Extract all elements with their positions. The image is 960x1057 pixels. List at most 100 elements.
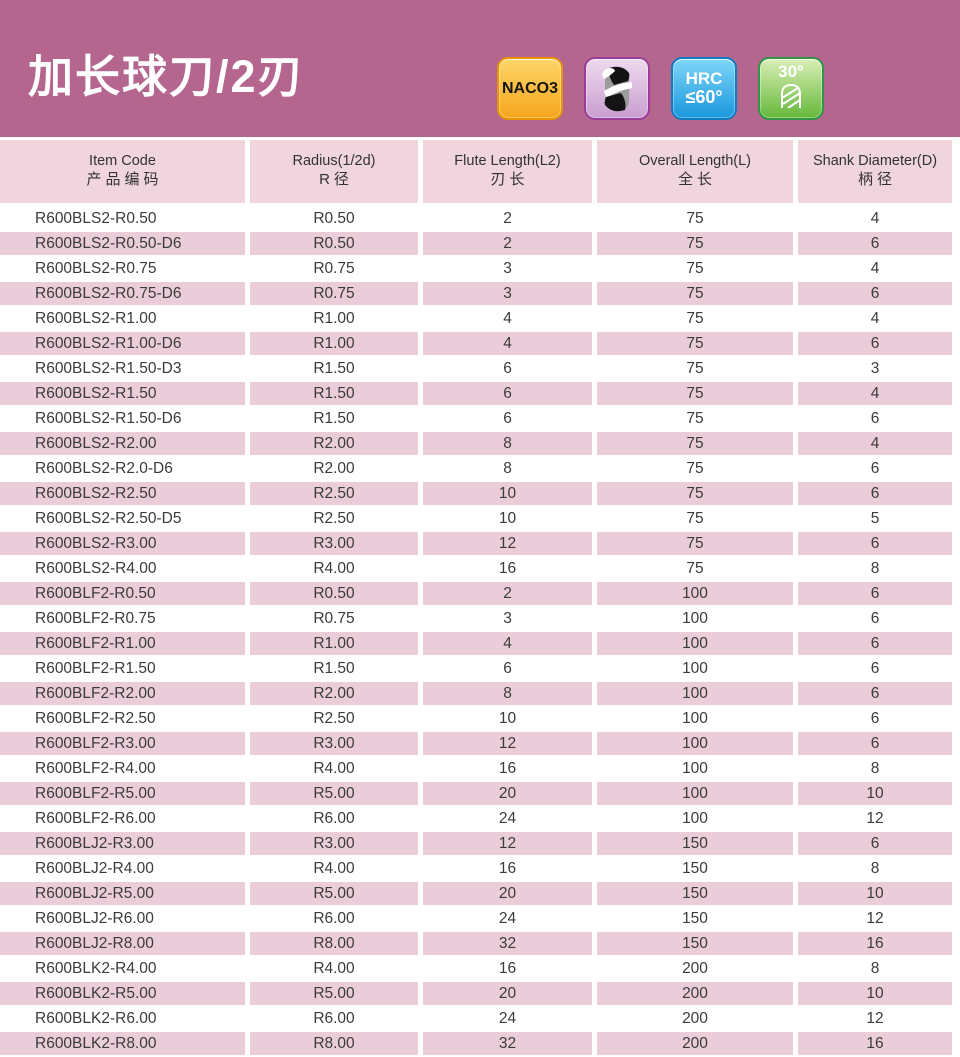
radius-cell: R3.00 <box>245 832 418 855</box>
flute-length-cell: 16 <box>418 857 592 880</box>
shank-diameter-cell: 4 <box>793 382 952 405</box>
product-table: Item Code 产品编码 Radius(1/2d) R径 Flute Len… <box>0 140 952 1057</box>
flute-length-cell: 2 <box>418 207 592 230</box>
item-code-cell: R600BLJ2-R6.00 <box>35 910 154 927</box>
overall-length-cell: 75 <box>592 482 793 505</box>
helix-angle-badge: 30° <box>758 57 824 120</box>
shank-diameter-cell: 8 <box>793 857 952 880</box>
item-code-cell: R600BLS2-R1.50-D3 <box>35 360 182 377</box>
radius-cell: R5.00 <box>245 782 418 805</box>
radius-cell: R2.50 <box>245 507 418 530</box>
table-header-row: Item Code 产品编码 Radius(1/2d) R径 Flute Len… <box>0 140 952 203</box>
table-row: R600BLF2-R0.50 R0.50 2 100 6 <box>0 582 952 607</box>
shank-diameter-cell: 4 <box>793 207 952 230</box>
shank-diameter-cell: 6 <box>793 707 952 730</box>
flute-length-cell: 10 <box>418 482 592 505</box>
table-row: R600BLS2-R1.00 R1.00 4 75 4 <box>0 307 952 332</box>
col-header-en: Overall Length(L) <box>638 153 752 170</box>
item-code-cell: R600BLF2-R1.00 <box>35 635 156 652</box>
shank-diameter-cell: 12 <box>793 1007 952 1030</box>
col-header-flute-length: Flute Length(L2) 刃长 <box>418 140 592 203</box>
flute-length-cell: 6 <box>418 407 592 430</box>
flute-length-cell: 24 <box>418 1007 592 1030</box>
radius-cell: R1.00 <box>245 632 418 655</box>
table-row: R600BLS2-R0.75 R0.75 3 75 4 <box>0 257 952 282</box>
table-row: R600BLF2-R1.00 R1.00 4 100 6 <box>0 632 952 657</box>
table-row: R600BLS2-R1.00-D6 R1.00 4 75 6 <box>0 332 952 357</box>
page-title: 加长球刀/2刃 <box>28 51 305 102</box>
radius-cell: R0.50 <box>245 232 418 255</box>
table-row: R600BLS2-R0.75-D6 R0.75 3 75 6 <box>0 282 952 307</box>
radius-cell: R5.00 <box>245 982 418 1005</box>
flute-length-cell: 24 <box>418 807 592 830</box>
col-header-zh: 刃长 <box>490 171 529 189</box>
shank-diameter-cell: 4 <box>793 432 952 455</box>
item-code-cell: R600BLS2-R2.50-D5 <box>35 510 182 527</box>
radius-cell: R0.50 <box>245 207 418 230</box>
flute-length-cell: 2 <box>418 582 592 605</box>
shank-diameter-cell: 10 <box>793 982 952 1005</box>
overall-length-cell: 75 <box>592 507 793 530</box>
item-code-cell: R600BLF2-R2.50 <box>35 710 156 727</box>
col-header-zh: 全长 <box>677 171 716 189</box>
radius-cell: R8.00 <box>245 1032 418 1055</box>
flute-length-cell: 6 <box>418 357 592 380</box>
flute-length-cell: 32 <box>418 932 592 955</box>
flute-length-cell: 3 <box>418 607 592 630</box>
overall-length-cell: 75 <box>592 457 793 480</box>
item-code-cell: R600BLJ2-R3.00 <box>35 835 154 852</box>
tool-type-badge <box>584 57 650 120</box>
flute-length-cell: 12 <box>418 832 592 855</box>
item-code-cell: R600BLF2-R4.00 <box>35 760 156 777</box>
hardness-line1: HRC <box>685 69 723 89</box>
radius-cell: R5.00 <box>245 882 418 905</box>
col-header-item-code: Item Code 产品编码 <box>0 140 245 203</box>
item-code-cell: R600BLK2-R6.00 <box>35 1010 157 1027</box>
item-code-cell: R600BLS2-R4.00 <box>35 560 157 577</box>
overall-length-cell: 75 <box>592 557 793 580</box>
col-header-zh: R径 <box>319 171 353 189</box>
shank-diameter-cell: 6 <box>793 532 952 555</box>
table-row: R600BLF2-R0.75 R0.75 3 100 6 <box>0 607 952 632</box>
radius-cell: R0.50 <box>245 582 418 605</box>
overall-length-cell: 75 <box>592 332 793 355</box>
radius-cell: R2.00 <box>245 432 418 455</box>
radius-cell: R4.00 <box>245 557 418 580</box>
overall-length-cell: 100 <box>592 582 793 605</box>
table-row: R600BLK2-R6.00 R6.00 24 200 12 <box>0 1007 952 1032</box>
item-code-cell: R600BLS2-R1.00-D6 <box>35 335 182 352</box>
table-row: R600BLS2-R1.50-D3 R1.50 6 75 3 <box>0 357 952 382</box>
flute-length-cell: 4 <box>418 332 592 355</box>
table-row: R600BLS2-R3.00 R3.00 12 75 6 <box>0 532 952 557</box>
overall-length-cell: 100 <box>592 607 793 630</box>
hardness-line2: ≤60° <box>685 86 723 107</box>
flute-length-cell: 8 <box>418 432 592 455</box>
shank-diameter-cell: 6 <box>793 657 952 680</box>
overall-length-cell: 200 <box>592 1007 793 1030</box>
col-header-radius: Radius(1/2d) R径 <box>245 140 418 203</box>
radius-cell: R2.50 <box>245 707 418 730</box>
overall-length-cell: 150 <box>592 832 793 855</box>
flute-length-cell: 10 <box>418 507 592 530</box>
overall-length-cell: 75 <box>592 207 793 230</box>
overall-length-cell: 150 <box>592 857 793 880</box>
shank-diameter-cell: 3 <box>793 357 952 380</box>
shank-diameter-cell: 16 <box>793 932 952 955</box>
overall-length-cell: 100 <box>592 732 793 755</box>
flute-length-cell: 10 <box>418 707 592 730</box>
shank-diameter-cell: 6 <box>793 607 952 630</box>
radius-cell: R0.75 <box>245 257 418 280</box>
page-header: 加长球刀/2刃 NACO3 HRC ≤60° 30° <box>0 0 960 137</box>
shank-diameter-cell: 12 <box>793 907 952 930</box>
radius-cell: R1.50 <box>245 407 418 430</box>
spec-badges: NACO3 HRC ≤60° 30° <box>497 57 824 120</box>
flute-length-cell: 20 <box>418 782 592 805</box>
table-row: R600BLF2-R1.50 R1.50 6 100 6 <box>0 657 952 682</box>
item-code-cell: R600BLS2-R1.00 <box>35 310 157 327</box>
shank-diameter-cell: 6 <box>793 732 952 755</box>
radius-cell: R3.00 <box>245 732 418 755</box>
shank-diameter-cell: 6 <box>793 282 952 305</box>
radius-cell: R6.00 <box>245 807 418 830</box>
ball-end-mill-icon <box>602 66 632 111</box>
flute-length-cell: 6 <box>418 382 592 405</box>
